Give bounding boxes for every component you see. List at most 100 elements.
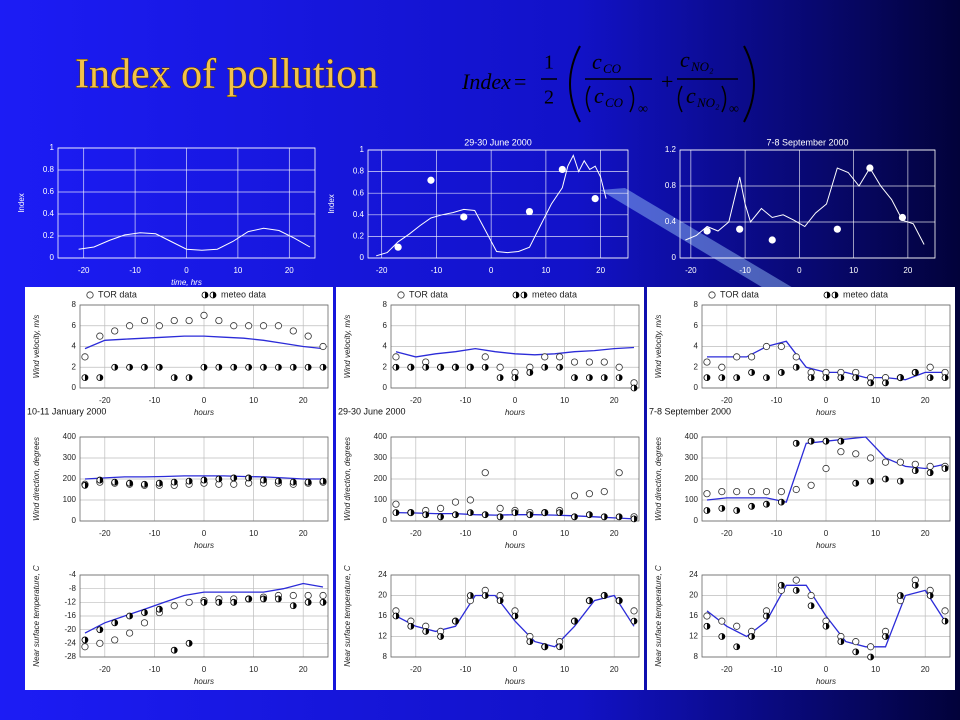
- meteo-point: [170, 646, 178, 654]
- y-tick-label: -20: [64, 625, 76, 634]
- marker-half: [559, 509, 563, 516]
- term-symbol: c: [592, 49, 602, 74]
- tor-point: [703, 490, 711, 498]
- tor-point: [703, 612, 711, 620]
- marker-half: [189, 640, 193, 647]
- y-axis-label: Wind direction, degrees: [32, 437, 41, 521]
- meteo-point: [155, 605, 163, 613]
- meteo-point: [81, 374, 89, 382]
- meteo-point: [777, 498, 785, 506]
- meteo-point: [215, 363, 223, 371]
- y-tick-label: 0: [72, 516, 77, 525]
- meteo-point: [407, 363, 415, 371]
- tor-point: [140, 316, 149, 325]
- y-tick-label: 0: [672, 253, 677, 262]
- tor-point: [200, 311, 208, 319]
- meteo-point: [615, 374, 623, 382]
- y-tick-label: 4: [383, 342, 388, 351]
- x-tick-label: -20: [78, 266, 90, 275]
- tor-point: [733, 622, 741, 630]
- y-tick-label: 1.2: [665, 145, 677, 154]
- series-line: [685, 167, 925, 245]
- marker-half: [930, 469, 934, 476]
- chart-title: 7-8 September 2000: [766, 137, 848, 147]
- marker-half: [293, 479, 297, 486]
- meteo-point: [466, 592, 474, 599]
- plot-frame: [390, 304, 640, 389]
- tor-point: [718, 617, 726, 625]
- tor-point: [733, 353, 741, 361]
- y-tick-label: 0.2: [353, 232, 365, 241]
- tor-point: [807, 591, 815, 600]
- marker-half: [99, 374, 103, 381]
- meteo-point: [911, 467, 919, 475]
- meteo-point: [96, 626, 104, 634]
- marker-half: [174, 374, 178, 381]
- marker-half: [323, 478, 327, 485]
- marker-half: [706, 374, 710, 381]
- meteo-point: [926, 469, 934, 477]
- y-tick-label: 100: [374, 495, 388, 504]
- meteo-point: [852, 479, 860, 487]
- meteo-point: [304, 478, 312, 486]
- tor-point: [81, 353, 89, 361]
- marker-half: [470, 592, 474, 599]
- meteo-point: [630, 617, 638, 625]
- marker-half: [811, 438, 815, 445]
- marker-half: [870, 654, 874, 660]
- x-tick-label: -10: [149, 529, 161, 538]
- x-tick-label: 10: [849, 266, 858, 275]
- marker-half: [278, 478, 282, 485]
- tor-point: [747, 487, 756, 496]
- meteo-point: [941, 617, 949, 625]
- marker-half: [218, 476, 222, 482]
- tor-point: [259, 322, 268, 330]
- y-tick-label: 20: [378, 591, 387, 600]
- x-tick-label: 10: [249, 396, 258, 405]
- meteo-point: [274, 595, 282, 603]
- tor-point: [140, 619, 149, 627]
- meteo-point: [422, 363, 430, 371]
- meteo-point: [215, 598, 223, 606]
- x-tick-label: -20: [721, 665, 733, 674]
- y-tick-label: 100: [63, 495, 77, 504]
- series-line: [84, 582, 324, 634]
- marker-half: [410, 364, 414, 371]
- tor-point: [777, 487, 785, 496]
- tor-point: [319, 591, 327, 600]
- x-tick-label: 0: [184, 266, 189, 275]
- marker-half: [440, 633, 444, 640]
- meteo-point: [111, 619, 119, 627]
- marker-half: [870, 478, 874, 485]
- marker-half: [293, 364, 297, 371]
- x-tick-label: -20: [410, 665, 422, 674]
- meteo-point: [392, 509, 400, 516]
- x-axis-label: hours: [194, 408, 214, 417]
- x-tick-label: 0: [824, 529, 829, 538]
- marker-half: [159, 364, 163, 371]
- marker-half: [766, 374, 770, 381]
- meteo-point: [245, 363, 253, 371]
- y-tick-label: 12: [689, 632, 698, 641]
- meteo-point: [260, 363, 267, 371]
- y-tick-label: -28: [64, 652, 76, 661]
- marker-half: [263, 364, 267, 371]
- meteo-point: [718, 633, 726, 640]
- x-axis-label: hours: [816, 408, 836, 417]
- y-tick-label: 200: [374, 474, 388, 483]
- marker-half: [840, 638, 844, 645]
- marker-half: [885, 633, 889, 640]
- tor-point: [703, 358, 711, 366]
- y-axis-label: Near surface temperature, C: [654, 565, 663, 667]
- marker-half: [781, 369, 785, 376]
- meteo-point: [763, 500, 770, 508]
- marker-half: [308, 599, 312, 606]
- meteo-point: [807, 602, 815, 610]
- meteo-point: [126, 479, 134, 487]
- meteo-point: [452, 511, 459, 519]
- marker-half: [515, 613, 518, 619]
- marker-half: [410, 623, 414, 630]
- meteo-point: [230, 474, 238, 482]
- meteo-point: [748, 502, 755, 510]
- marker-half: [174, 479, 178, 486]
